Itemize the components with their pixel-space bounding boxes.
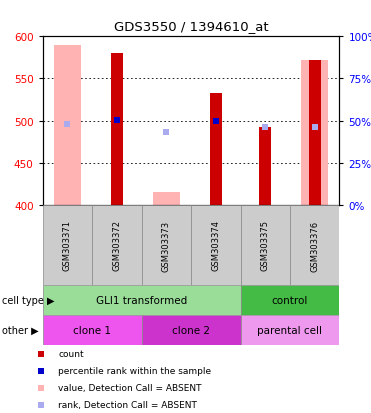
Bar	[309, 61, 321, 206]
Bar	[43, 285, 240, 315]
Text: GSM303376: GSM303376	[310, 220, 319, 271]
Text: value, Detection Call = ABSENT: value, Detection Call = ABSENT	[58, 383, 201, 392]
Bar	[191, 206, 240, 285]
Bar	[111, 54, 123, 206]
Text: GSM303372: GSM303372	[112, 220, 121, 271]
Bar	[210, 94, 222, 206]
Text: count: count	[58, 349, 84, 358]
Bar	[43, 315, 142, 345]
Text: percentile rank within the sample: percentile rank within the sample	[58, 366, 211, 375]
Text: GSM303371: GSM303371	[63, 220, 72, 271]
Bar	[301, 61, 328, 206]
Bar	[290, 206, 339, 285]
Text: GSM303374: GSM303374	[211, 220, 220, 271]
Bar	[259, 128, 272, 206]
Title: GDS3550 / 1394610_at: GDS3550 / 1394610_at	[114, 20, 268, 33]
Bar	[142, 315, 240, 345]
Bar	[240, 285, 339, 315]
Text: other ▶: other ▶	[2, 325, 39, 335]
Text: GSM303375: GSM303375	[261, 220, 270, 271]
Text: parental cell: parental cell	[257, 325, 322, 335]
Text: clone 1: clone 1	[73, 325, 111, 335]
Text: cell type ▶: cell type ▶	[2, 295, 55, 305]
Text: clone 2: clone 2	[172, 325, 210, 335]
Bar	[240, 315, 339, 345]
Bar	[43, 206, 92, 285]
Text: control: control	[272, 295, 308, 305]
Text: rank, Detection Call = ABSENT: rank, Detection Call = ABSENT	[58, 400, 197, 409]
Bar	[142, 206, 191, 285]
Bar	[240, 206, 290, 285]
Bar	[153, 193, 180, 206]
Bar	[92, 206, 142, 285]
Text: GSM303373: GSM303373	[162, 220, 171, 271]
Bar	[54, 45, 81, 206]
Text: GLI1 transformed: GLI1 transformed	[96, 295, 187, 305]
